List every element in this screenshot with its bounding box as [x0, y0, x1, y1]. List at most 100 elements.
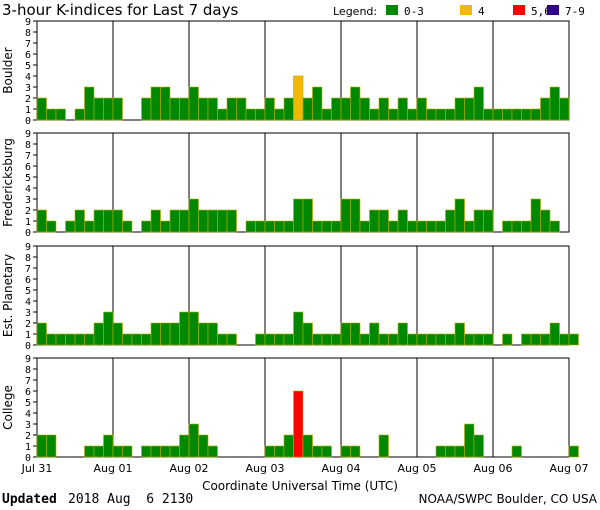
panel-label: College [1, 385, 15, 430]
kindex-bar [74, 108, 85, 121]
kindex-bar [65, 220, 76, 233]
legend-swatch-4 [460, 5, 472, 15]
legend: Legend: 0-3 4 5,6 7-9 [333, 5, 585, 18]
kindex-bar [483, 209, 494, 233]
x-axis-title: Coordinate Universal Time (UTC) [202, 479, 398, 493]
kindex-bar [150, 445, 161, 458]
kindex-bar [36, 209, 47, 233]
kindex-bar [188, 198, 199, 233]
kindex-bar [93, 322, 104, 346]
y-tick-label: 1 [25, 217, 31, 228]
y-tick-label: 5 [25, 398, 31, 409]
kindex-bar [302, 322, 313, 346]
kindex-bar [293, 75, 304, 121]
kindex-bar [521, 220, 532, 233]
kindex-bar [141, 220, 152, 233]
kindex-bar [511, 108, 522, 121]
kindex-bar [369, 209, 380, 233]
kindex-bar [160, 322, 171, 346]
kindex-bar [169, 209, 180, 233]
kindex-bar [549, 220, 560, 233]
kindex-bar [464, 220, 475, 233]
kindex-bar [84, 86, 95, 121]
kindex-bar [46, 220, 57, 233]
kindex-bar [46, 108, 57, 121]
kindex-bar [521, 108, 532, 121]
kindex-bar [188, 311, 199, 346]
kindex-bar [473, 333, 484, 346]
kindex-bar [255, 108, 266, 121]
kindex-bar [426, 220, 437, 233]
kindex-bar [293, 311, 304, 346]
kindex-bar [407, 333, 418, 346]
kindex-bar [188, 86, 199, 121]
kindex-bar [274, 445, 285, 458]
y-tick-label: 5 [25, 61, 31, 72]
kindex-bar [426, 333, 437, 346]
y-tick-label: 6 [25, 275, 31, 286]
y-tick-label: 0 [25, 116, 31, 127]
y-tick-label: 3 [25, 308, 31, 319]
kindex-bar [55, 108, 66, 121]
kindex-bar [302, 97, 313, 121]
kindex-bar [378, 97, 389, 121]
date-label: Aug 03 [246, 462, 285, 475]
kindex-bar [150, 209, 161, 233]
kindex-bar [350, 198, 361, 233]
y-tick-label: 7 [25, 151, 31, 162]
kindex-bar [255, 220, 266, 233]
date-label: Aug 02 [170, 462, 209, 475]
kindex-bar [226, 333, 237, 346]
kindex-bar [93, 97, 104, 121]
date-label: Aug 07 [550, 462, 589, 475]
kindex-bar [473, 209, 484, 233]
kindex-bar [112, 209, 123, 233]
kindex-bar [302, 198, 313, 233]
date-labels: Jul 31 Aug 01 Aug 02 Aug 03 Aug 04 Aug 05 Aug … [21, 462, 589, 475]
y-tick-label: 1 [25, 105, 31, 116]
kindex-bar [445, 108, 456, 121]
kindex-bar [340, 97, 351, 121]
kindex-bar [454, 445, 465, 458]
kindex-bar [435, 445, 446, 458]
kindex-bar [530, 108, 541, 121]
kindex-bar [198, 434, 209, 458]
kindex-bar [274, 333, 285, 346]
kindex-bar [65, 333, 76, 346]
updated-label: Updated [2, 492, 57, 507]
kindex-bar [36, 322, 47, 346]
legend-label: Legend: [333, 5, 377, 18]
y-tick-label: 7 [25, 376, 31, 387]
kindex-bar [464, 97, 475, 121]
kindex-bar [369, 108, 380, 121]
kindex-bar [160, 445, 171, 458]
kindex-bar [150, 322, 161, 346]
kindex-bar [388, 333, 399, 346]
kindex-bar [217, 333, 228, 346]
panel-label: Fredericksburg [1, 138, 15, 227]
kindex-bar [454, 322, 465, 346]
kindex-bar [321, 220, 332, 233]
kindex-bar [112, 322, 123, 346]
y-tick-label: 7 [25, 264, 31, 275]
kindex-bar [84, 445, 95, 458]
kindex-bar [103, 311, 114, 346]
kindex-bar [226, 97, 237, 121]
kindex-bar [103, 97, 114, 121]
kindex-bar [141, 97, 152, 121]
kindex-bar [445, 209, 456, 233]
kindex-bar [435, 108, 446, 121]
kindex-bar [321, 108, 332, 121]
kindex-bar [549, 322, 560, 346]
kindex-bar [198, 209, 209, 233]
y-tick-label: 0 [25, 228, 31, 239]
kindex-bar [340, 445, 351, 458]
kindex-bar [179, 97, 190, 121]
kindex-bar [122, 333, 133, 346]
legend-text-0-3: 0-3 [404, 5, 424, 18]
kindex-bar [464, 423, 475, 458]
kindex-bar [511, 220, 522, 233]
